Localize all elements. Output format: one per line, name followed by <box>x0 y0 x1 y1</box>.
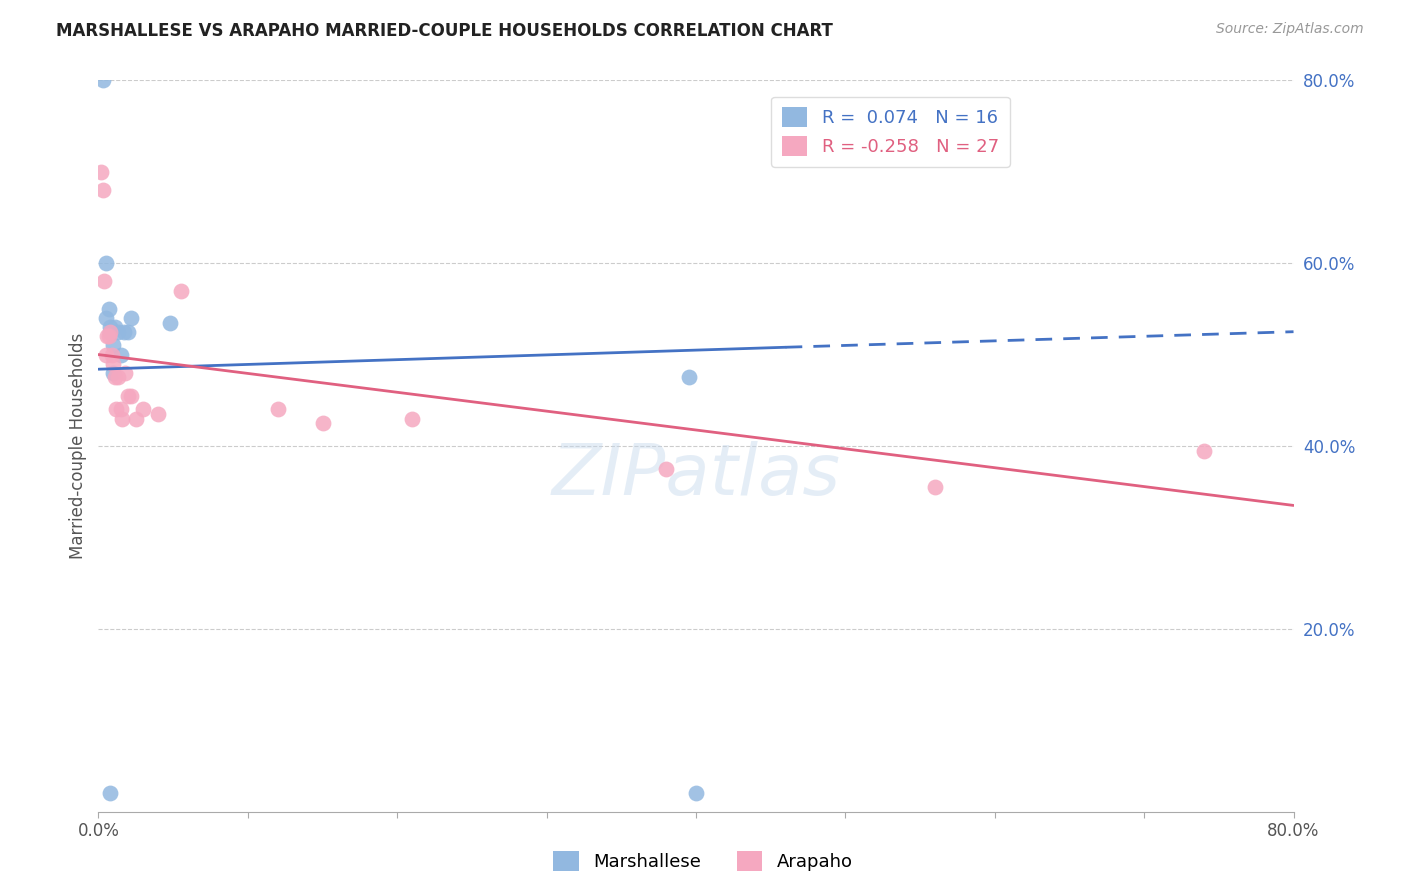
Point <box>110 402 132 417</box>
Point <box>159 316 181 330</box>
Point <box>117 389 139 403</box>
Text: MARSHALLESE VS ARAPAHO MARRIED-COUPLE HOUSEHOLDS CORRELATION CHART: MARSHALLESE VS ARAPAHO MARRIED-COUPLE HO… <box>56 22 834 40</box>
Point <box>117 325 139 339</box>
Point <box>111 411 134 425</box>
Point <box>120 389 142 403</box>
Point <box>678 370 700 384</box>
Point <box>100 325 122 339</box>
Point <box>924 480 946 494</box>
Point <box>401 411 423 425</box>
Point <box>125 411 148 425</box>
Legend: R =  0.074   N = 16, R = -0.258   N = 27: R = 0.074 N = 16, R = -0.258 N = 27 <box>770 96 1010 167</box>
Point <box>132 402 155 417</box>
Point <box>267 402 290 417</box>
Point <box>169 284 191 298</box>
Point <box>110 348 132 362</box>
Point <box>93 275 115 289</box>
Point <box>685 787 707 801</box>
Point <box>97 329 120 343</box>
Point <box>103 338 125 352</box>
Point <box>100 320 122 334</box>
Point <box>100 787 122 801</box>
Point <box>91 73 114 87</box>
Point <box>94 256 117 270</box>
Point <box>101 348 124 362</box>
Point <box>104 370 127 384</box>
Point <box>107 370 129 384</box>
Point <box>97 301 120 316</box>
Point <box>96 329 118 343</box>
Point <box>1192 443 1215 458</box>
Point <box>148 407 170 421</box>
Point <box>103 366 125 380</box>
Point <box>655 462 678 476</box>
Point <box>94 348 117 362</box>
Point <box>112 325 135 339</box>
Point <box>100 325 122 339</box>
Point <box>90 165 112 179</box>
Point <box>120 311 142 326</box>
Point <box>91 183 114 197</box>
Point <box>104 320 127 334</box>
Point <box>94 311 117 326</box>
Text: Source: ZipAtlas.com: Source: ZipAtlas.com <box>1216 22 1364 37</box>
Point <box>311 416 333 430</box>
Point <box>103 357 125 371</box>
Point <box>114 366 136 380</box>
Y-axis label: Married-couple Households: Married-couple Households <box>69 333 87 559</box>
Text: ZIPatlas: ZIPatlas <box>551 441 841 509</box>
Point <box>107 325 129 339</box>
Point <box>105 402 128 417</box>
Legend: Marshallese, Arapaho: Marshallese, Arapaho <box>546 844 860 879</box>
